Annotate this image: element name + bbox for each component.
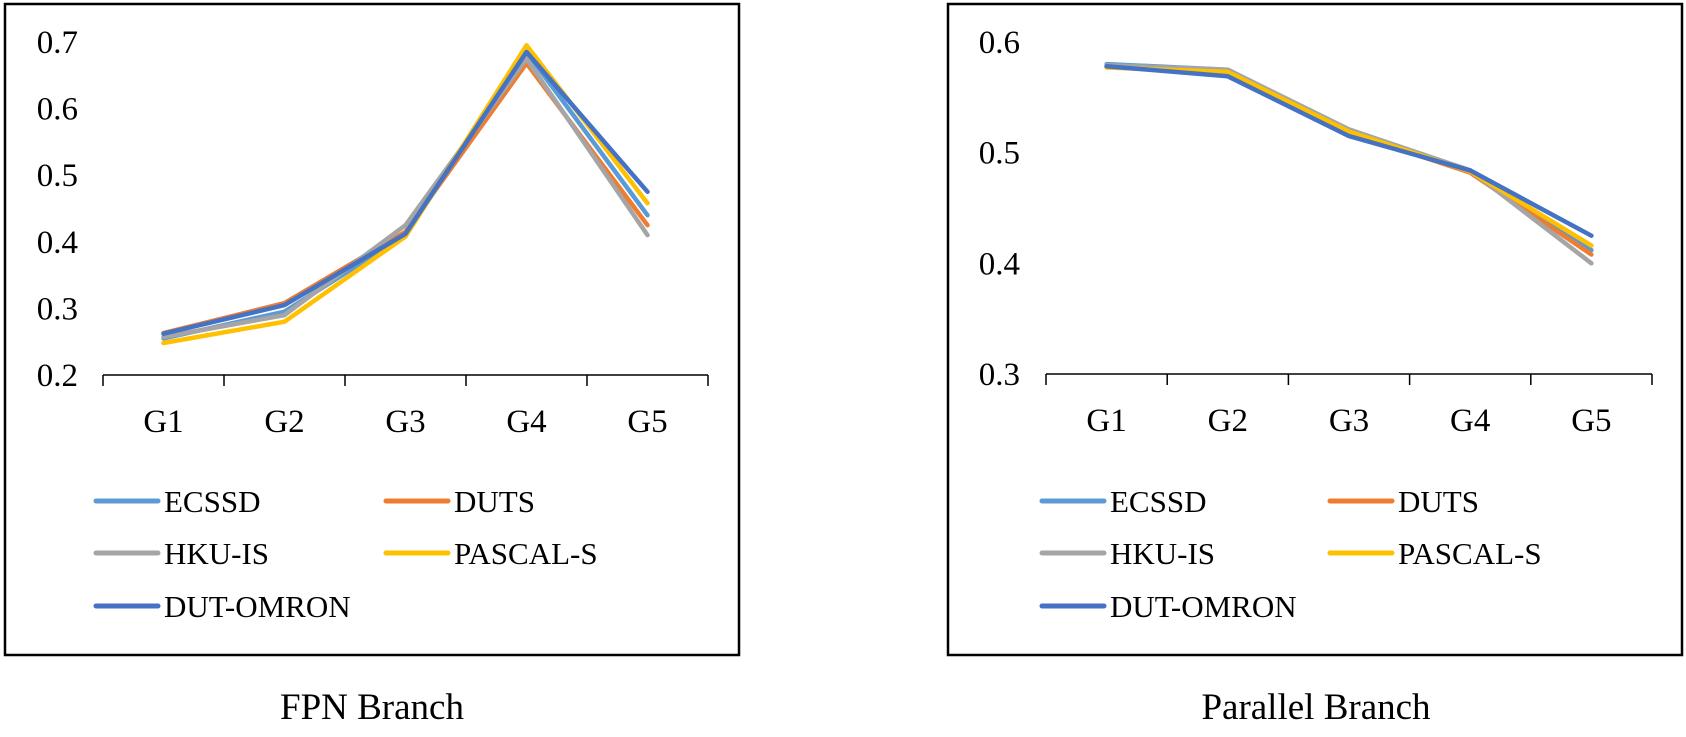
series-line-pascal-s [1104,65,1594,248]
series-line-dut-omron [161,49,650,336]
x-tick-label-g2: G2 [1208,403,1248,439]
legend: ECSSD DUTS HKU-IS PASCAL-S DUT-OMRON [93,484,598,624]
x-tick-label-g1: G1 [1086,403,1126,439]
chart-parallel-branch: G1 G2 G3 G4 G5 0.3 0.4 0.5 0.6 ECSSD DUTS HKU-IS PAS… [946,2,1684,657]
y-tick-label: 0.4 [979,246,1020,282]
caption-parallel-branch: Parallel Branch [1201,687,1431,728]
legend-label-dut-omron: DUT-OMRON [1110,589,1297,624]
y-tick-label: 0.4 [37,225,78,261]
series-line-hku-is [161,56,650,340]
series-line-duts [1104,64,1594,257]
legend-label-pascal-s: PASCAL-S [1398,536,1542,571]
x-tick-label-g3: G3 [385,404,425,440]
legend-label-pascal-s: PASCAL-S [454,536,598,571]
y-tick-label: 0.2 [37,358,78,394]
chart-fpn-branch: G1 G2 G3 G4 G5 0.2 0.3 0.4 0.5 0.6 0.7 ECSSD DUTS HKU… [3,2,741,657]
series-line-hku-is [1104,62,1594,266]
x-tick-label-g5: G5 [1571,403,1611,439]
legend-label-hku-is: HKU-IS [164,536,269,571]
legend: ECSSD DUTS HKU-IS PASCAL-S DUT-OMRON [1039,484,1542,624]
chart-frame [3,2,741,657]
chart-frame [946,2,1684,657]
y-tick-label: 0.7 [37,25,78,61]
y-tick-label: 0.5 [37,158,78,194]
legend-label-dut-omron: DUT-OMRON [164,589,351,624]
legend-label-hku-is: HKU-IS [1110,536,1215,571]
x-tick-label-g3: G3 [1329,403,1369,439]
series-line-ecssd [161,49,650,341]
y-tick-label: 0.5 [979,136,1020,172]
legend-label-ecssd: ECSSD [1110,484,1206,519]
caption-fpn-branch: FPN Branch [280,687,464,728]
x-tick-label-g4: G4 [1450,403,1490,439]
x-tick-label-g1: G1 [143,404,183,440]
x-tick-label-g5: G5 [627,404,667,440]
legend-label-duts: DUTS [454,484,535,519]
y-tick-label: 0.3 [979,357,1020,393]
legend-label-duts: DUTS [1398,484,1479,519]
legend-label-ecssd: ECSSD [164,484,260,519]
x-tick-label-g4: G4 [506,404,546,440]
y-tick-label: 0.3 [37,291,78,327]
x-tick-label-g2: G2 [264,404,304,440]
series-line-pascal-s [161,43,650,346]
y-tick-label: 0.6 [37,92,78,128]
series-line-duts [161,61,650,336]
series-line-dut-omron [1104,64,1594,238]
y-tick-label: 0.6 [979,25,1020,61]
series-line-ecssd [1104,61,1594,253]
